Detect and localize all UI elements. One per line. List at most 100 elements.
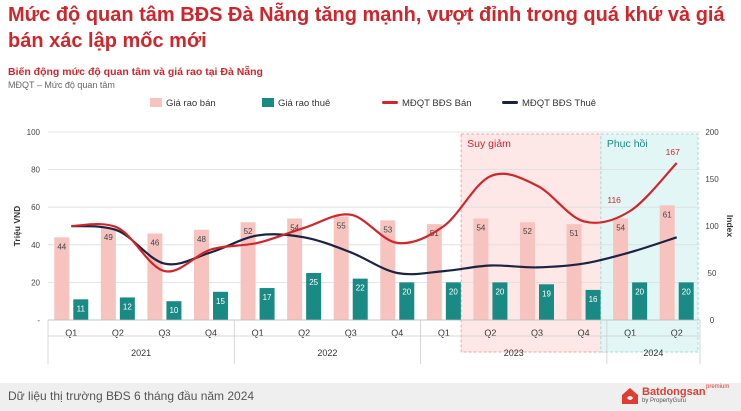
legend-item-sale-interest: MĐQT BĐS Bán — [382, 98, 472, 109]
logo-sub: by PropertyGuru — [642, 398, 687, 404]
annotation-label-0: Suy giảm — [467, 138, 511, 150]
x-tick-label: Q2 — [484, 328, 496, 338]
chart-subtitle: MĐQT – Mức độ quan tâm — [8, 80, 115, 90]
line-sale-interest — [71, 162, 678, 273]
bar-sale-price-label: 61 — [663, 210, 672, 219]
chart-title: Biến động mức độ quan tâm và giá rao tại… — [8, 66, 263, 78]
legend-label-rent-price: Giá rao thuê — [278, 98, 331, 109]
bar-rent-price — [539, 284, 554, 320]
bar-sale-price — [613, 218, 629, 320]
bar-sale-price — [287, 218, 303, 320]
footer-text: Dữ liệu thị trường BĐS 6 tháng đầu năm 2… — [8, 389, 255, 403]
line-rent-interest — [71, 224, 678, 276]
bar-sale-price-label: 44 — [57, 242, 66, 251]
bar-rent-price — [678, 282, 694, 320]
y2-tick-label: 200 — [705, 128, 719, 137]
bar-rent-price — [585, 289, 601, 320]
y-tick-label: 20 — [31, 278, 40, 287]
x-tick-label: Q4 — [205, 328, 217, 338]
bar-sale-price — [333, 216, 349, 320]
legend-item-sale-price: Giá rao bán — [150, 98, 216, 109]
bar-sale-price-label: 54 — [290, 223, 299, 232]
bar-rent-price — [399, 282, 415, 320]
bar-sale-price-label: 48 — [197, 235, 206, 244]
y-tick-label: 80 — [31, 166, 40, 175]
y2-tick-label: 150 — [705, 175, 719, 184]
bar-rent-price-label: 17 — [263, 293, 272, 302]
line-sale-interest-label: 116 — [607, 195, 621, 205]
footer: Dữ liệu thị trường BĐS 6 tháng đầu năm 2… — [0, 383, 741, 411]
x-tick-label: Q3 — [345, 328, 357, 338]
legend: Giá rao bán Giá rao thuê MĐQT BĐS Bán MĐ… — [150, 98, 620, 114]
y2-axis-label: Index — [725, 215, 735, 237]
y-tick-label: 100 — [27, 128, 41, 137]
bar-sale-price-label: 54 — [616, 223, 625, 232]
bar-rent-price-label: 20 — [449, 287, 458, 296]
legend-line-rent-interest — [502, 101, 518, 104]
bar-rent-price — [259, 288, 275, 320]
logo-icon — [622, 388, 638, 404]
bar-sale-price — [54, 237, 70, 320]
bar-sale-price — [240, 222, 256, 320]
legend-item-rent-price: Giá rao thuê — [262, 98, 330, 109]
bar-rent-price-label: 15 — [216, 297, 225, 306]
y2-tick-label: 100 — [705, 222, 719, 231]
year-label: 2022 — [317, 348, 337, 358]
bar-rent-price — [213, 291, 228, 320]
bar-rent-price — [306, 273, 322, 320]
bar-rent-price-label: 12 — [123, 302, 132, 311]
bar-rent-price — [73, 299, 89, 320]
bar-sale-price-label: 46 — [150, 239, 159, 248]
bar-rent-price-label: 20 — [682, 287, 691, 296]
x-tick-label: Q4 — [391, 328, 403, 338]
x-tick-label: Q1 — [65, 328, 77, 338]
y-tick-label: 40 — [31, 241, 40, 250]
legend-line-sale-interest — [382, 101, 398, 104]
legend-swatch-sale-price — [150, 98, 162, 107]
bar-sale-price-label: 54 — [476, 223, 485, 232]
x-tick-label: Q1 — [438, 328, 450, 338]
bar-sale-price-label: 51 — [430, 229, 439, 238]
bar-sale-price — [566, 224, 582, 320]
bar-sale-price-label: 52 — [523, 227, 532, 236]
x-tick-label: Q3 — [158, 328, 170, 338]
legend-label-sale-price: Giá rao bán — [166, 98, 216, 109]
x-tick-label: Q4 — [578, 328, 590, 338]
bar-rent-price — [445, 282, 461, 320]
bar-sale-price — [147, 233, 163, 320]
bar-rent-price — [352, 278, 368, 320]
year-label: 2021 — [131, 348, 151, 358]
legend-label-sale-interest: MĐQT BĐS Bán — [402, 98, 472, 109]
bar-sale-price — [659, 205, 675, 320]
bar-rent-price-label: 19 — [542, 289, 551, 298]
bar-sale-price-label: 55 — [337, 222, 346, 231]
bar-rent-price-label: 10 — [169, 306, 178, 315]
bar-rent-price-label: 22 — [356, 284, 365, 293]
legend-swatch-rent-price — [262, 98, 274, 107]
bar-sale-price-label: 49 — [104, 233, 113, 242]
bar-rent-price — [166, 301, 182, 320]
headline: Mức độ quan tâm BĐS Đà Nẵng tăng mạnh, v… — [8, 4, 725, 52]
logo-text: Batdongsan — [642, 386, 706, 398]
line-sale-interest-label: 167 — [666, 147, 680, 157]
chart-area: Suy giảm Phục hồi - 20 40 60 80 100 0 50 100 150 200… — [12, 128, 735, 364]
bar-sale-price-label: 51 — [570, 229, 579, 238]
year-label: 2023 — [504, 348, 524, 358]
x-tick-label: Q2 — [112, 328, 124, 338]
y-tick-label: 60 — [31, 203, 40, 212]
bar-sale-price — [520, 222, 535, 320]
y2-tick-label: 0 — [710, 316, 715, 325]
bar-sale-price — [473, 218, 489, 320]
bar-rent-price — [632, 282, 648, 320]
brand-logo: Batdongsan by PropertyGuru premium — [621, 384, 731, 408]
legend-label-rent-interest: MĐQT BĐS Thuê — [522, 98, 597, 109]
bar-rent-price-label: 20 — [495, 287, 504, 296]
year-label: 2024 — [643, 348, 663, 358]
bar-rent-price-label: 11 — [77, 304, 86, 313]
y-tick-label: - — [37, 316, 40, 325]
y-axis-label: Triệu VND — [12, 206, 22, 247]
x-tick-label: Q2 — [671, 328, 683, 338]
bar-rent-price — [492, 282, 508, 320]
bar-sale-price-label: 52 — [244, 227, 253, 236]
bar-rent-price-label: 20 — [402, 287, 411, 296]
